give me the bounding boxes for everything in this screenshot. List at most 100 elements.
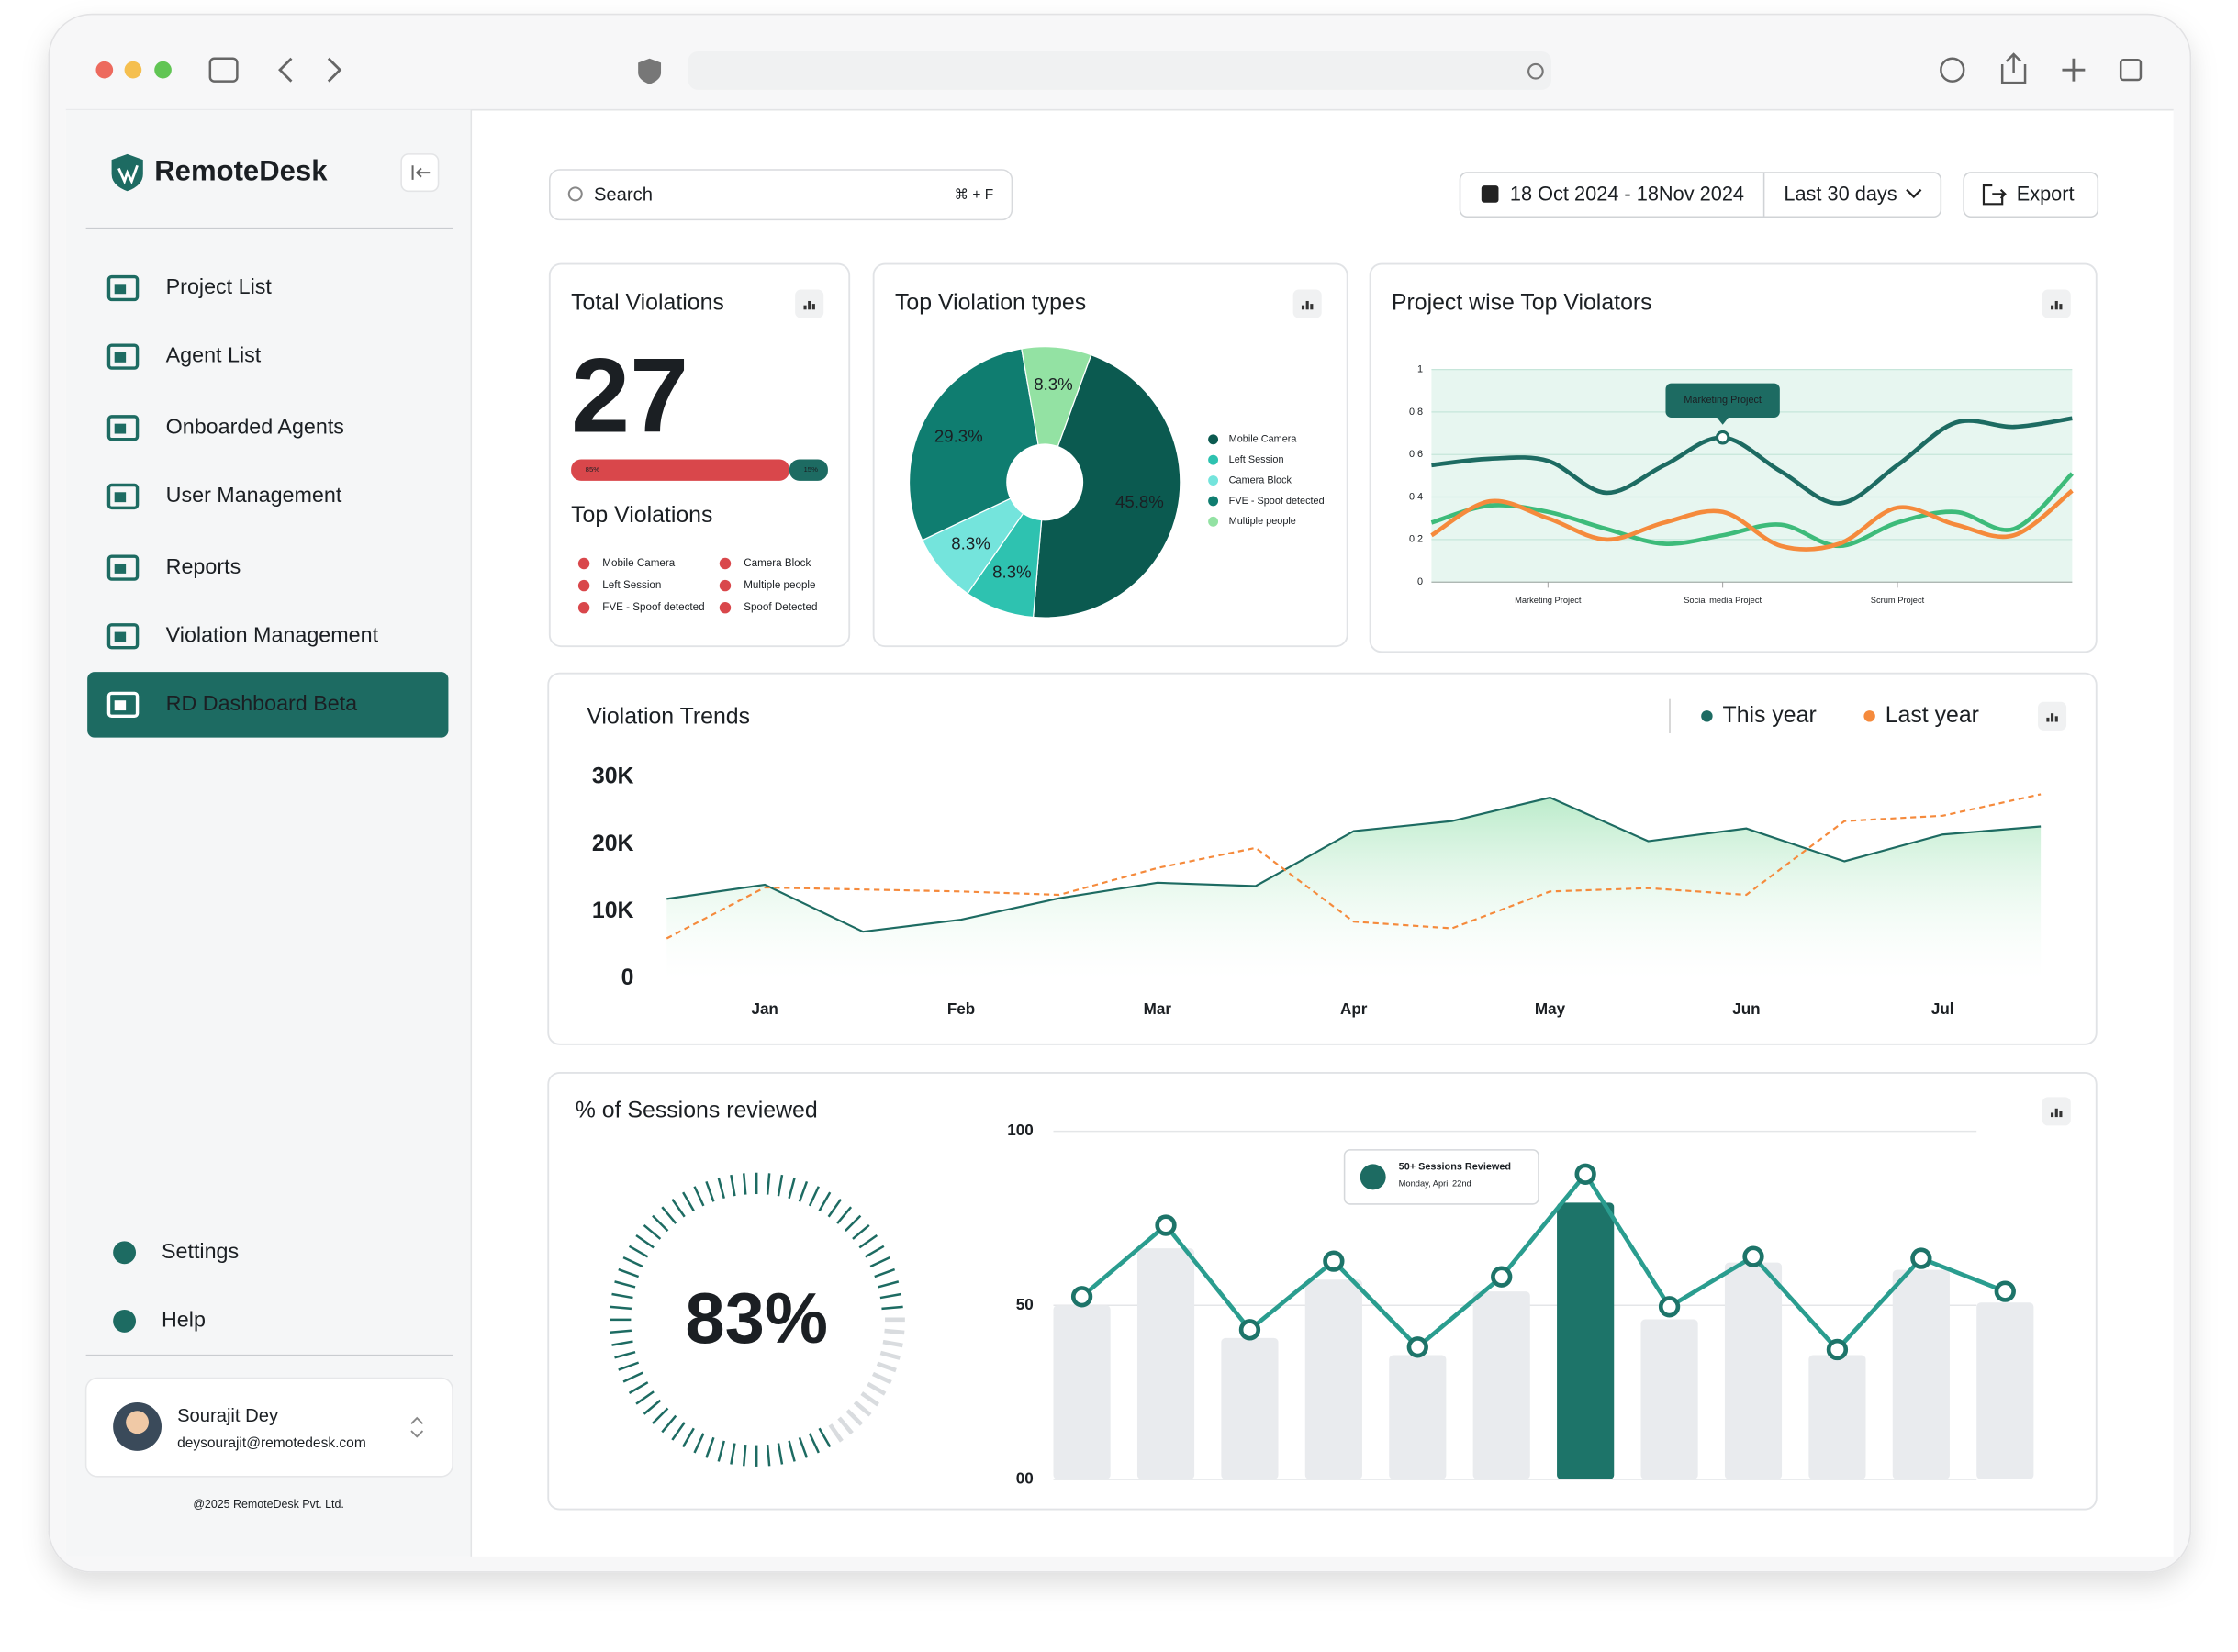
gauge-tick-active — [705, 1180, 715, 1202]
address-bar[interactable] — [688, 50, 1551, 90]
chart-menu-icon — [2054, 716, 2058, 722]
nav-icon — [106, 691, 140, 719]
minimize-button[interactable] — [124, 61, 142, 79]
nav-item[interactable]: Project List — [166, 274, 273, 298]
nav-icon — [106, 343, 140, 370]
download-button[interactable] — [1940, 57, 1965, 83]
zoom-button[interactable] — [154, 61, 172, 79]
chart-menu-icon — [811, 304, 815, 310]
brand-logo-mark — [117, 164, 139, 185]
gauge-tick-active — [611, 1340, 633, 1346]
y-tick-label: 0.6 — [1409, 449, 1423, 460]
user-email: deysourajit@remotedesk.com — [177, 1435, 366, 1451]
shield-icon — [638, 58, 662, 84]
nav-item[interactable]: User Management — [166, 483, 342, 507]
nav-icon — [106, 554, 140, 581]
gauge-tick — [853, 1400, 872, 1417]
chart-menu-icon — [2054, 1108, 2058, 1118]
x-tick-label: Jan — [751, 1000, 778, 1018]
user-name: Sourajit Dey — [177, 1406, 279, 1426]
x-tick-label: Jun — [1732, 1000, 1760, 1018]
nav-item[interactable]: Onboarded Agents — [166, 414, 344, 438]
split-label: 85% — [586, 465, 600, 474]
chart-menu-icon — [2046, 717, 2050, 722]
card-title: Project wise Top Violators — [1392, 290, 1652, 316]
legend-dot — [719, 579, 732, 592]
nav-item[interactable]: Agent List — [166, 343, 262, 367]
footer-nav-item[interactable]: Help — [162, 1308, 206, 1332]
gauge-tick — [871, 1371, 892, 1385]
legend-dot — [719, 557, 732, 570]
chart-menu-icon — [2051, 713, 2054, 722]
share-button[interactable] — [2000, 52, 2027, 84]
forward-button[interactable] — [327, 57, 342, 83]
gauge-tick-active — [693, 1433, 705, 1454]
pie-value-label: 8.3% — [992, 563, 1032, 582]
nav-item[interactable]: Violation Management — [166, 622, 379, 646]
nav-icon-fill — [114, 284, 127, 295]
tooltip-icon — [1360, 1164, 1386, 1190]
line-point — [1658, 1296, 1681, 1318]
card — [548, 262, 851, 648]
user-menu-chevron[interactable] — [410, 1416, 424, 1438]
stat-value: 27 — [571, 337, 688, 454]
collapse-icon — [411, 165, 431, 180]
gauge-tick-active — [818, 1427, 832, 1448]
gauge-tick-active — [788, 1440, 796, 1462]
export-label[interactable]: Export — [2017, 183, 2075, 206]
gauge-tick-active — [874, 1267, 896, 1278]
gauge-tick-active — [652, 1214, 669, 1232]
user-avatar-face — [126, 1411, 150, 1434]
footer-nav-item[interactable]: Settings — [162, 1239, 239, 1263]
chart-menu-icon — [2051, 305, 2054, 310]
x-tick-label: Jul — [1931, 1000, 1954, 1018]
user-card[interactable] — [84, 1377, 453, 1478]
legend-label: Spoof Detected — [744, 601, 817, 613]
line-series — [1430, 488, 2074, 552]
search-box[interactable] — [549, 169, 1013, 221]
gauge-tick-active — [682, 1191, 695, 1211]
nav-icon-fill — [114, 423, 127, 434]
gauge-tick-active — [717, 1440, 725, 1462]
new-tab-button[interactable] — [2062, 58, 2086, 82]
nav-item[interactable]: RD Dashboard Beta — [166, 691, 358, 715]
tabs-button[interactable] — [2119, 59, 2143, 82]
reload-button[interactable] — [1527, 62, 1544, 80]
back-button[interactable] — [278, 57, 293, 83]
period-chevron[interactable] — [1906, 188, 1922, 199]
gauge-tick-active — [618, 1361, 640, 1371]
gauge-tick-active — [671, 1198, 686, 1218]
gauge-tick-active — [869, 1256, 890, 1268]
bar — [1808, 1355, 1866, 1479]
legend-dot — [1208, 434, 1219, 445]
sidebar-toggle[interactable] — [208, 57, 239, 83]
y-tick-label: 20K — [592, 831, 634, 856]
export-button[interactable] — [1963, 172, 2099, 218]
gauge-tick-active — [798, 1436, 809, 1458]
nav-item[interactable]: Reports — [166, 554, 241, 578]
legend-label: Multiple people — [1229, 516, 1296, 527]
bar — [1472, 1291, 1530, 1479]
bar — [1892, 1269, 1950, 1479]
chart-menu-icon — [808, 300, 811, 310]
period-select[interactable]: Last 30 days — [1784, 183, 1897, 206]
date-picker[interactable] — [1459, 172, 1942, 218]
gauge-tick-active — [788, 1177, 796, 1200]
close-button[interactable] — [95, 61, 114, 79]
card-title: Total Violations — [571, 290, 724, 316]
gauge-value — [610, 1172, 903, 1467]
gauge-tick-active — [622, 1256, 643, 1268]
gauge-tick-active — [730, 1174, 736, 1197]
gauge-tick-active — [766, 1444, 771, 1467]
gauge-tick-active — [730, 1443, 736, 1465]
line-point — [1238, 1319, 1261, 1341]
nav-item-active[interactable] — [87, 672, 449, 738]
legend-label: Left Session — [1229, 454, 1284, 465]
gauge-tick-active — [827, 1198, 843, 1218]
nav-icon-fill — [114, 631, 127, 642]
gauge-tick-active — [622, 1371, 643, 1383]
gauge-tick-active — [717, 1177, 725, 1200]
gauge-tick — [884, 1328, 905, 1335]
chart-menu-icon — [2059, 304, 2063, 310]
line-point — [1742, 1245, 1764, 1267]
